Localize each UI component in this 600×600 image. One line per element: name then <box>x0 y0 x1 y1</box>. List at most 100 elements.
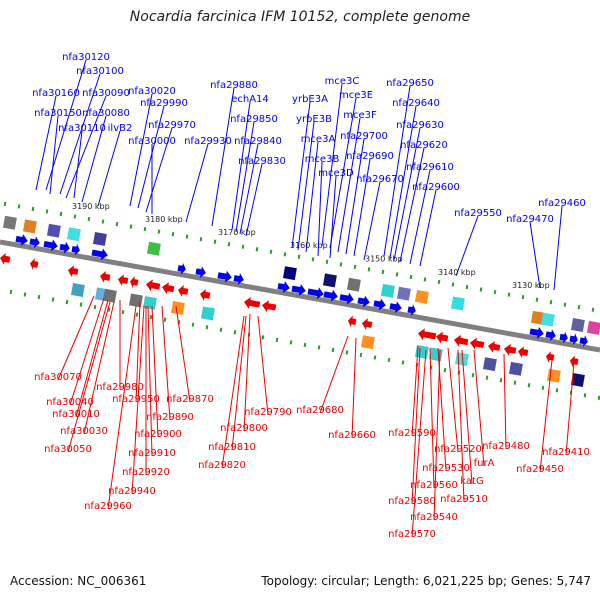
forward-gene-arrow <box>29 236 40 249</box>
feature-box <box>570 373 585 387</box>
forward-gene-arrow <box>307 287 324 300</box>
gene-label-top: nfa30100 <box>76 66 124 77</box>
forward-gene-arrow <box>339 292 354 305</box>
gene-label-bottom-leader <box>565 361 575 456</box>
gene-label-top-leader <box>345 138 365 255</box>
gene-label-bottom: nfa29790 <box>244 407 292 418</box>
reverse-gene-arrow <box>518 346 529 359</box>
gene-label-bottom-leader <box>319 335 349 414</box>
accession-text: Accession: NC_006361 <box>10 574 147 588</box>
feature-box <box>586 320 600 335</box>
feature-box <box>92 232 107 246</box>
tick-mark <box>437 279 441 285</box>
tick-mark <box>205 325 209 330</box>
tick-mark <box>31 206 35 212</box>
gene-label-top-leader <box>383 85 411 257</box>
feature-box <box>70 283 85 297</box>
reverse-gene-arrow <box>0 252 11 265</box>
tick-mark <box>555 388 559 393</box>
forward-gene-arrow <box>91 248 108 261</box>
gene-label-top: nfa30160 <box>32 88 80 99</box>
tick-mark <box>59 211 63 217</box>
forward-gene-arrow <box>407 304 416 317</box>
gene-label-top-leader <box>389 105 417 259</box>
gene-label-top: mce3F <box>343 110 377 121</box>
forward-gene-arrow <box>43 239 58 252</box>
gene-label-bottom: nfa29540 <box>410 512 458 523</box>
feature-box <box>22 219 37 234</box>
reverse-gene-arrow <box>146 279 161 292</box>
reverse-gene-arrow <box>262 300 277 313</box>
gene-label-top-leader <box>317 161 323 257</box>
tick-mark <box>577 305 581 310</box>
reverse-gene-arrow <box>488 340 501 353</box>
gene-label-bottom: nfa29510 <box>440 494 488 505</box>
gene-label-top: yrbE3A <box>292 94 328 105</box>
gene-label-bottom-leader <box>175 305 191 403</box>
genome-summary-text: Topology: circular; Length: 6,021,225 bp… <box>261 574 591 588</box>
forward-gene-arrow <box>277 281 290 293</box>
gene-label-bottom-leader <box>351 337 357 439</box>
tick-mark <box>409 274 413 280</box>
gene-label-bottom-leader <box>473 349 485 467</box>
gene-label-top-leader <box>419 189 437 267</box>
gene-label-bottom: nfa30070 <box>34 372 82 383</box>
gene-label-top-leader <box>245 163 263 237</box>
gene-label-top-leader <box>409 169 431 265</box>
feature-box <box>360 335 375 350</box>
feature-box <box>530 310 545 325</box>
gene-label-bottom: nfa29810 <box>208 442 256 453</box>
kbp-label: 3150 kbp <box>365 255 403 264</box>
forward-gene-arrow <box>545 329 556 342</box>
gene-label-top-leader <box>65 95 107 199</box>
forward-gene-arrow <box>559 331 568 344</box>
gene-label-bottom-leader <box>135 301 141 403</box>
reverse-gene-arrow <box>418 328 437 341</box>
tick-mark <box>521 294 525 300</box>
gene-label-top: nfa29640 <box>392 98 440 109</box>
tick-mark <box>381 269 385 275</box>
tick-mark <box>129 224 133 229</box>
gene-label-bottom: nfa29940 <box>108 486 156 497</box>
gene-label-bottom-leader <box>457 349 465 503</box>
gene-label-top-leader <box>529 221 541 289</box>
tick-mark <box>87 216 91 222</box>
tick-mark <box>359 352 363 358</box>
gene-label-bottom: nfa30010 <box>52 409 100 420</box>
tick-mark <box>591 307 595 312</box>
feature-box <box>2 215 17 230</box>
gene-label-top-leader <box>211 87 235 227</box>
tick-mark <box>149 315 153 320</box>
tick-mark <box>479 287 483 292</box>
gene-label-bottom-leader <box>69 297 105 406</box>
map-title: Nocardia farcinica IFM 10152, complete g… <box>129 9 471 25</box>
forward-gene-arrow <box>389 301 402 314</box>
tick-mark <box>51 297 55 302</box>
gene-label-bottom: nfa29660 <box>328 430 376 441</box>
feature-box <box>200 306 215 321</box>
gene-label-bottom-leader <box>411 345 419 437</box>
gene-label-top-leader <box>553 205 563 291</box>
gene-label-top-leader <box>239 143 259 235</box>
reverse-gene-arrow <box>362 318 373 330</box>
tick-mark <box>241 244 245 249</box>
reverse-gene-arrow <box>30 258 39 271</box>
feature-box <box>508 361 523 376</box>
forward-gene-arrow <box>579 335 588 348</box>
forward-gene-arrow <box>195 266 206 279</box>
genome-axis <box>0 239 600 353</box>
gene-label-top-leader <box>73 130 83 199</box>
feature-box <box>540 312 555 327</box>
gene-label-bottom: nfa29800 <box>220 423 268 434</box>
gene-label-top: nfa30110 <box>58 123 106 134</box>
gene-label-bottom-leader <box>461 349 473 485</box>
gene-label-bottom-leader <box>131 305 145 495</box>
gene-label-bottom-leader <box>57 295 95 381</box>
tick-mark <box>303 342 307 348</box>
gene-label-top-leader <box>59 73 101 195</box>
tick-mark <box>9 289 13 295</box>
reverse-gene-arrow <box>470 337 485 350</box>
gene-label-bottom: nfa29520 <box>434 444 482 455</box>
reverse-gene-arrow <box>454 334 469 347</box>
